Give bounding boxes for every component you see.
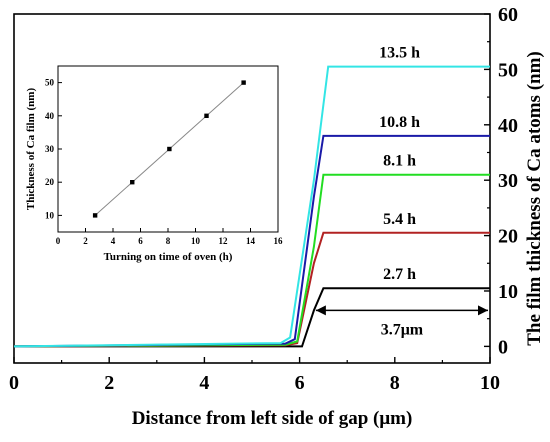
y-axis-title: The film thickness of Ca atoms (nm) (524, 51, 545, 346)
x-tick-label: 4 (199, 372, 209, 394)
x-tick-label: 2 (104, 372, 114, 394)
x-axis-title: Distance from left side of gap (μm) (132, 408, 413, 429)
inset-data-point (92, 213, 98, 218)
x-tick-label: 6 (295, 372, 305, 394)
inset-y-tick-label: 50 (45, 78, 55, 88)
y-tick-label: 30 (498, 170, 518, 192)
inset-data-point (130, 180, 135, 185)
inset-data-point (241, 80, 246, 85)
inset-data-point (167, 146, 172, 152)
inset-data-point (204, 113, 209, 118)
series-label: 10.8 h (379, 114, 420, 131)
y-tick-label: 20 (498, 226, 518, 248)
inset-y-tick-label: 10 (45, 210, 55, 220)
inset-x-tick-label: 16 (274, 236, 284, 246)
series-label: 8.1 h (383, 153, 416, 170)
inset-y-axis-title: Thickness of Ca film (nm) (25, 88, 37, 211)
inset-y-tick-label: 30 (45, 144, 55, 154)
inset-y-tick-label: 20 (45, 177, 55, 187)
y-tick-label: 60 (498, 4, 518, 26)
inset-x-tick-label: 2 (83, 236, 88, 246)
y-tick-label: 10 (498, 281, 518, 303)
y-tick-label: 40 (498, 115, 518, 137)
x-tick-label: 8 (390, 372, 400, 394)
inset-x-tick-label: 14 (246, 236, 256, 246)
inset-x-tick-label: 0 (56, 236, 61, 246)
inset-x-axis-title: Turning on time of oven (h) (104, 251, 233, 263)
inset-y-tick-label: 40 (45, 111, 55, 121)
x-tick-label: 0 (9, 372, 19, 394)
annotation-arrowhead-right (478, 305, 488, 316)
inset-x-tick-label: 8 (166, 236, 171, 246)
series-label: 5.4 h (383, 211, 416, 228)
inset-x-tick-label: 12 (219, 236, 229, 246)
series-label: 13.5 h (379, 45, 420, 62)
inset-x-tick-label: 4 (111, 236, 116, 246)
inset-x-tick-label: 6 (138, 236, 143, 246)
annotation-arrowhead-left (315, 305, 326, 316)
x-tick-label: 10 (480, 372, 500, 394)
y-tick-label: 0 (498, 336, 508, 358)
y-tick-label: 50 (498, 59, 518, 81)
annotation-label: 3.7μm (381, 321, 424, 338)
inset-x-tick-label: 10 (191, 236, 201, 246)
series-line (13, 65, 490, 348)
series-label: 2.7 h (383, 266, 416, 283)
